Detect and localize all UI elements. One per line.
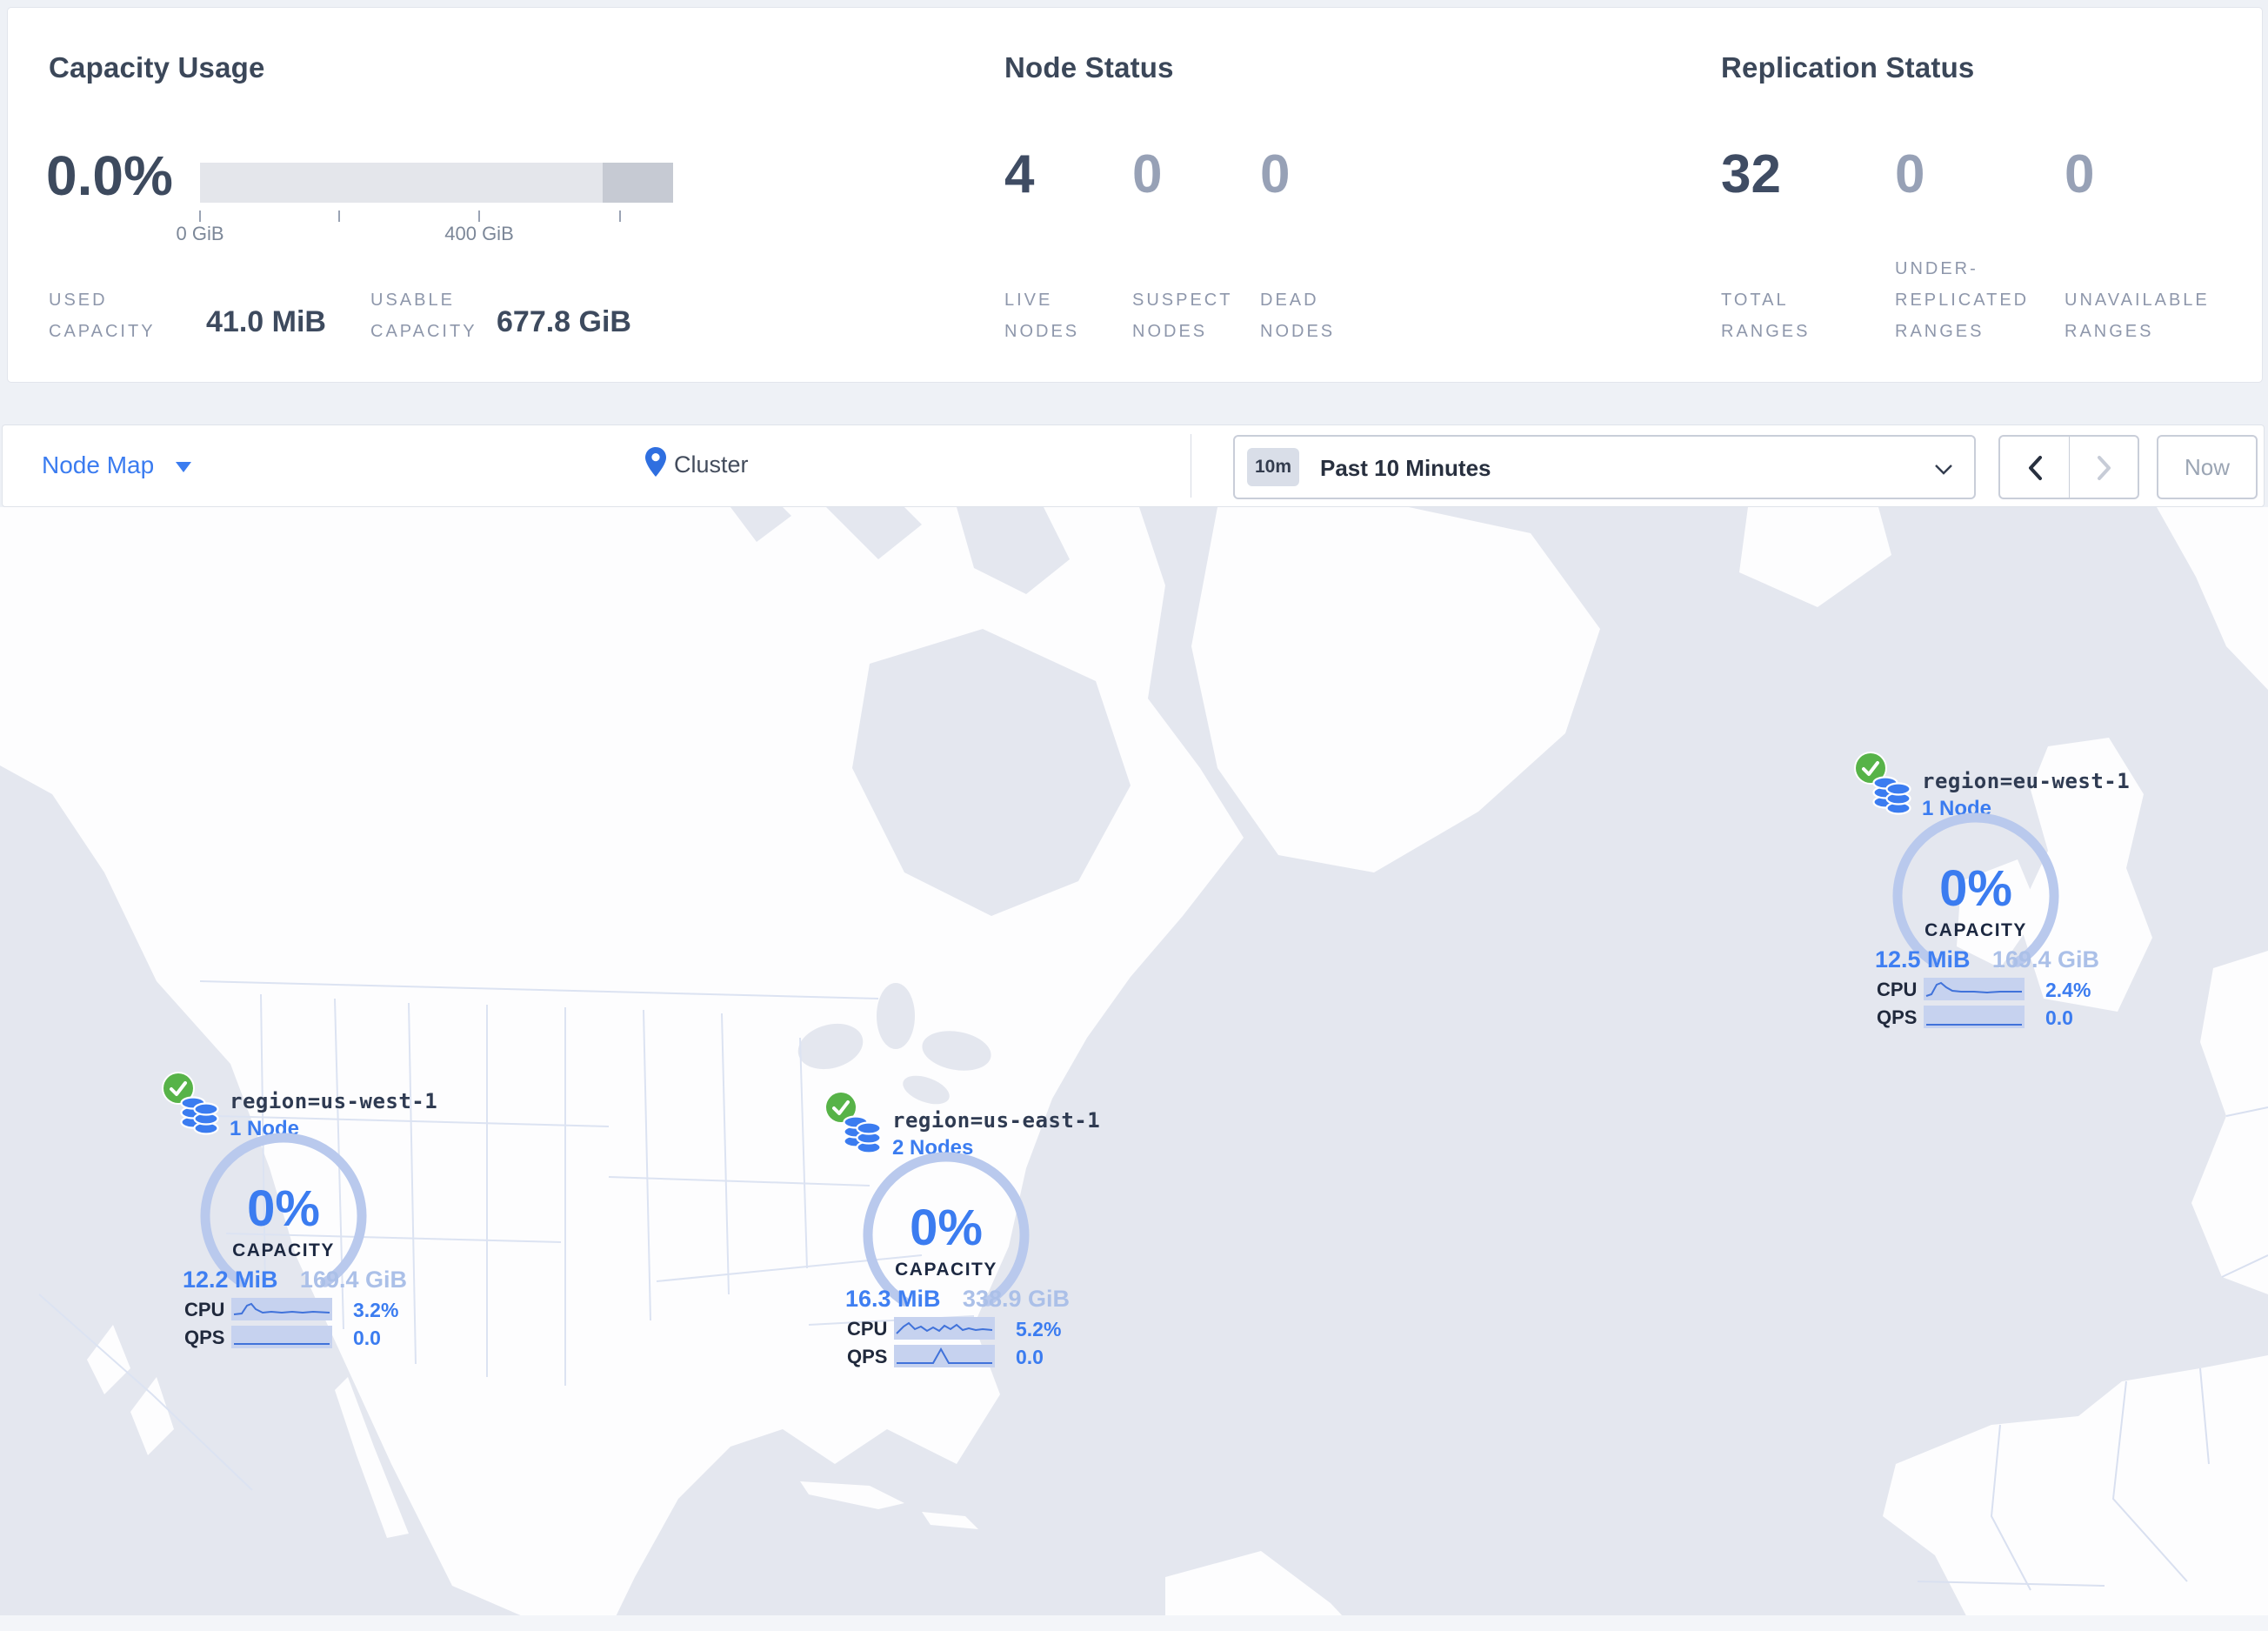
cpu-value: 2.4% [2045,979,2091,1001]
total-capacity-value: 169.4 GiB [299,1267,407,1293]
replication-status-title: Replication Status [1721,51,1975,84]
region-label: region=us-west-1 [230,1089,438,1113]
unavailable-ranges-label: UNAVAILABLE RANGES [2065,291,2210,341]
dead-nodes-label: DEAD NODES [1260,291,1336,341]
time-window-dropdown[interactable]: 10m Past 10 Minutes [1233,435,1976,499]
used-capacity-value: 41.0 MiB [206,305,326,338]
cpu-label: CPU [184,1299,225,1320]
capacity-gauge-arc [863,1152,1030,1307]
cpu-value: 5.2% [1016,1318,1062,1340]
database-nodes-icon [179,1091,221,1140]
time-window-badge: 10m [1247,448,1299,486]
capacity-usage-title: Capacity Usage [49,51,265,84]
cpu-sparkline [894,1317,995,1340]
used-capacity-value: 12.5 MiB [1875,946,1971,973]
chevron-down-icon [1934,464,1953,479]
capacity-gauge-arc [1892,812,2059,967]
cpu-value: 3.2% [353,1299,399,1321]
usable-capacity-value: 677.8 GiB [497,305,631,338]
used-capacity-value: 12.2 MiB [183,1267,278,1293]
total-capacity-value: 338.9 GiB [962,1286,1070,1312]
map-toolbar: Node Map Cluster 10m Past 10 Minutes Now [2,424,2265,507]
cpu-label: CPU [847,1318,888,1340]
suspect-nodes-count: 0 [1132,144,1163,204]
qps-metric-row: QPS 0.0 [847,1345,1073,1368]
qps-metric-row: QPS 0.0 [184,1326,410,1349]
cpu-sparkline [231,1298,332,1320]
used-capacity-label: USED CAPACITY [49,291,156,341]
map-footer-strip [0,1615,2268,1631]
capacity-usage-bar-reserved-segment [603,163,673,203]
region-marker-eu-west-1[interactable]: region=eu-west-1 1 Node 0% CAPACITY 12.5… [1837,748,2130,1044]
qps-label: QPS [1877,1006,1918,1028]
time-window-label: Past 10 Minutes [1320,455,1491,481]
region-label: region=eu-west-1 [1922,769,2131,793]
capacity-axis-tick [199,211,201,222]
total-ranges-label: TOTAL RANGES [1721,291,1811,341]
capacity-axis-tick [338,211,340,222]
total-capacity-value: 169.4 GiB [1991,946,2099,973]
node-status-title: Node Status [1004,51,1174,84]
total-ranges-count: 32 [1721,144,1781,204]
time-step-control [1998,435,2139,499]
live-nodes-count: 4 [1004,144,1035,204]
capacity-usage-percent: 0.0% [46,144,173,207]
capacity-percent: 0% [910,1200,983,1256]
qps-value: 0.0 [353,1327,381,1349]
capacity-gauge-arc [200,1133,367,1287]
cpu-label: CPU [1877,979,1918,1000]
view-selector-node-map[interactable]: Node Map [42,451,155,478]
region-marker-us-west-1[interactable]: region=us-west-1 1 Node 0% CAPACITY 12.2… [144,1068,437,1364]
qps-metric-row: QPS 0.0 [1877,1006,2103,1029]
region-marker-us-east-1[interactable]: region=us-east-1 2 Nodes 0% CAPACITY 16.… [807,1087,1100,1383]
capacity-label: CAPACITY [232,1240,335,1260]
chevron-down-icon[interactable] [176,462,191,472]
region-label: region=us-east-1 [892,1108,1101,1133]
under-replicated-ranges-count: 0 [1895,144,1925,204]
cluster-summary-panel: Capacity Usage 0.0% 0 GiB 400 GiB USED C… [7,7,2263,383]
location-pin-icon [644,446,667,482]
qps-label: QPS [184,1327,225,1348]
qps-label: QPS [847,1346,888,1367]
usable-capacity-label: USABLE CAPACITY [370,291,477,341]
node-map[interactable]: region=us-west-1 1 Node 0% CAPACITY 12.2… [0,507,2268,1631]
cpu-metric-row: CPU 5.2% [847,1317,1073,1340]
cpu-metric-row: CPU 3.2% [184,1298,410,1321]
capacity-axis-label-400: 400 GiB [444,223,514,244]
used-capacity-value: 16.3 MiB [845,1286,941,1312]
cpu-sparkline [1924,978,2025,1000]
capacity-label: CAPACITY [895,1260,997,1280]
qps-sparkline [894,1345,995,1367]
cpu-metric-row: CPU 2.4% [1877,978,2103,1001]
unavailable-ranges-count: 0 [2065,144,2095,204]
capacity-usage-bar [200,163,673,203]
breadcrumb-cluster[interactable]: Cluster [674,451,749,478]
suspect-nodes-label: SUSPECT NODES [1132,291,1233,341]
database-nodes-icon [842,1110,884,1160]
qps-value: 0.0 [2045,1006,2073,1029]
time-step-back-button[interactable] [2000,455,2069,480]
database-nodes-icon [1871,771,1913,820]
capacity-axis-tick [478,211,480,222]
under-replicated-ranges-label: UNDER- REPLICATED RANGES [1895,259,2030,341]
qps-sparkline [231,1326,332,1348]
now-button[interactable]: Now [2157,435,2258,499]
capacity-axis-tick [619,211,621,222]
qps-sparkline [1924,1006,2025,1028]
capacity-axis-label-0: 0 GiB [176,223,224,244]
capacity-label: CAPACITY [1924,920,2027,940]
capacity-percent: 0% [1939,860,2012,917]
qps-value: 0.0 [1016,1346,1044,1368]
segment-divider [2069,437,2070,498]
dead-nodes-count: 0 [1260,144,1291,204]
capacity-percent: 0% [247,1180,320,1237]
time-step-forward-button[interactable] [2070,455,2138,480]
live-nodes-label: LIVE NODES [1004,291,1080,341]
